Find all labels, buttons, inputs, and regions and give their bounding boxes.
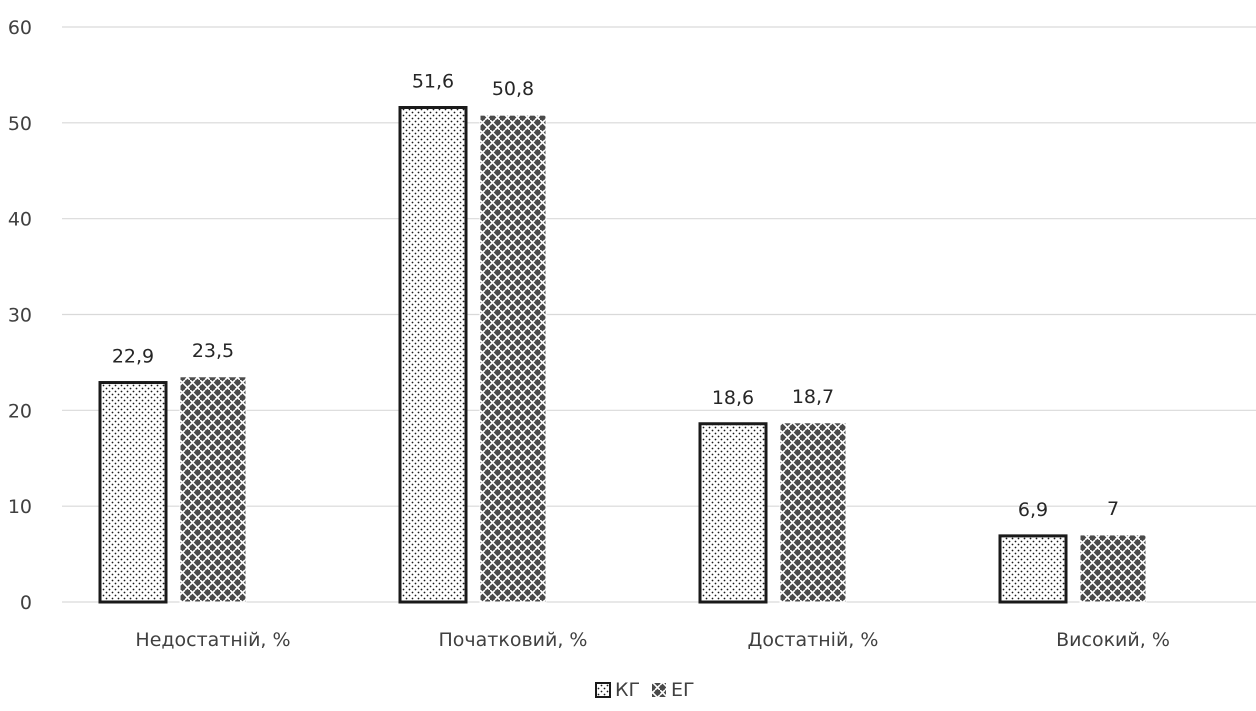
x-axis-category-labels: Недостатній, % Початковий, % Достатній, % В… bbox=[135, 629, 1169, 651]
legend-label-КГ: КГ bbox=[615, 679, 640, 701]
data-label-ЕГ-1: 50,8 bbox=[492, 78, 534, 100]
category-label: Недостатній, % bbox=[135, 629, 290, 651]
legend: КГ ЕГ bbox=[595, 679, 695, 701]
y-tick-label: 10 bbox=[8, 496, 32, 518]
y-tick-label: 60 bbox=[8, 17, 32, 39]
legend-swatch-ЕГ bbox=[652, 683, 666, 697]
y-tick-label: 20 bbox=[8, 400, 32, 422]
y-tick-label: 50 bbox=[8, 113, 32, 135]
y-axis-tick-labels: 0 10 20 30 40 50 60 bbox=[8, 17, 32, 614]
y-tick-label: 0 bbox=[20, 592, 32, 614]
data-label-КГ-1: 51,6 bbox=[412, 71, 454, 93]
y-tick-label: 40 bbox=[8, 209, 32, 231]
data-label-КГ-2: 18,6 bbox=[712, 387, 754, 409]
bar-КГ-3 bbox=[998, 534, 1068, 604]
data-label-ЕГ-0: 23,5 bbox=[192, 340, 234, 362]
bar-КГ-1 bbox=[398, 106, 468, 604]
bar-ЕГ-3 bbox=[1079, 534, 1147, 603]
data-label-КГ-3: 6,9 bbox=[1018, 499, 1048, 521]
legend-label-ЕГ: ЕГ bbox=[671, 679, 695, 701]
legend-swatch-КГ bbox=[595, 682, 611, 698]
category-label: Високий, % bbox=[1056, 629, 1170, 651]
gridlines bbox=[62, 26, 1256, 603]
data-labels: 22,9 23,5 51,6 50,8 18,6 18,7 6,9 7 bbox=[112, 71, 1119, 521]
data-label-ЕГ-2: 18,7 bbox=[792, 386, 834, 408]
category-label: Початковий, % bbox=[439, 629, 588, 651]
bar-КГ-2 bbox=[698, 422, 768, 604]
y-tick-label: 30 bbox=[8, 305, 32, 327]
data-label-ЕГ-3: 7 bbox=[1107, 498, 1119, 520]
category-label: Достатній, % bbox=[748, 629, 879, 651]
bar-ЕГ-2 bbox=[779, 422, 847, 603]
bars bbox=[98, 106, 1147, 604]
bar-ЕГ-0 bbox=[179, 376, 247, 603]
bar-ЕГ-1 bbox=[479, 114, 547, 603]
data-label-КГ-0: 22,9 bbox=[112, 346, 154, 368]
bar-КГ-0 bbox=[98, 381, 168, 604]
